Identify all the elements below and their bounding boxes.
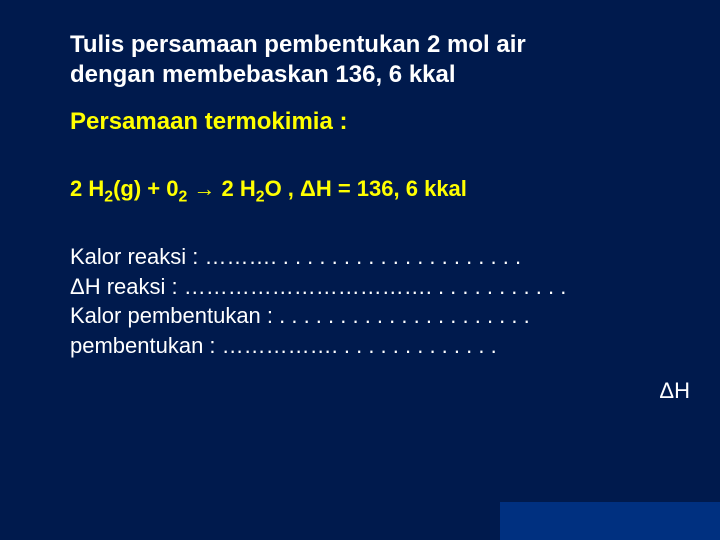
watermark-box [500, 502, 720, 540]
body-text: Kalor reaksi : ………. . . . . . . . . . . … [70, 242, 650, 361]
title: Tulis persamaan pembentukan 2 mol air de… [70, 30, 650, 90]
subtitle: Persamaan termokimia : [70, 108, 650, 136]
body-line-4: pembentukan : ……………. . . . . . . . . . .… [70, 331, 650, 361]
eq-arrow: → [187, 176, 221, 201]
title-line-1: Tulis persamaan pembentukan 2 mol air [70, 31, 526, 58]
body-line-3: Kalor pembentukan : . . . . . . . . . . … [70, 301, 650, 331]
body-line-1: Kalor reaksi : ………. . . . . . . . . . . … [70, 242, 650, 272]
eq-part3: 2 H [222, 176, 256, 201]
body-line-2: ΔH reaksi : ……………………………. . . . . . . . .… [70, 272, 650, 302]
eq-part2: (g) + 0 [113, 176, 178, 201]
equation: 2 H2(g) + 02 → 2 H2O , ΔH = 136, 6 kkal [70, 176, 650, 202]
eq-sub2: 2 [178, 188, 187, 205]
slide: Tulis persamaan pembentukan 2 mol air de… [0, 0, 720, 540]
delta-h-right: ΔH [659, 378, 690, 404]
title-line-2: dengan membebaskan 136, 6 kkal [70, 61, 456, 88]
eq-part1: 2 H [70, 176, 104, 201]
eq-part4: O , ΔH = 136, 6 kkal [265, 176, 467, 201]
eq-sub3: 2 [256, 188, 265, 205]
eq-sub1: 2 [104, 188, 113, 205]
